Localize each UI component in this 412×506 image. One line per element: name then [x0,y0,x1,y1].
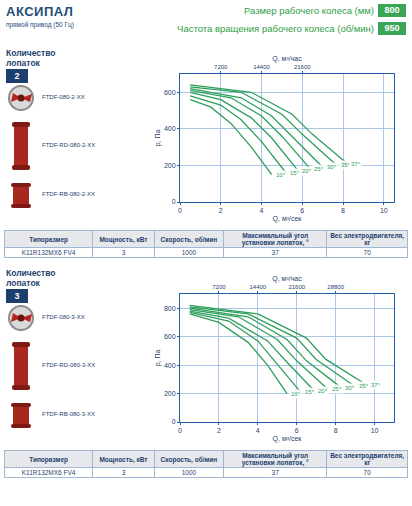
svg-text:0: 0 [172,418,176,425]
svg-text:6: 6 [295,427,299,434]
html-text:70: 70 [363,249,371,256]
html-text:Максимальный угол установки ло: Максимальный угол установки лопаток, ° [241,232,309,246]
html-text:АКСИПАЛ: АКСИПАЛ [6,4,74,19]
html-text:3: 3 [121,469,126,476]
html-text:3: 3 [14,291,20,301]
svg-text:200: 200 [164,162,176,169]
html-text:FTDF-080-3-XX: FTDF-080-3-XX [42,314,85,320]
svg-text:20°: 20° [318,388,328,394]
svg-text:20°: 20° [302,168,312,174]
html-text:FTDF-RD-080-2-XX: FTDF-RD-080-2-XX [42,142,96,148]
html-text:FTDF-RB-080-2-XX: FTDF-RB-080-2-XX [42,191,95,197]
svg-text:Q, м³/сек: Q, м³/сек [273,215,303,223]
svg-text:21600: 21600 [294,64,311,70]
html-text:Вес электродвигателя, кг: Вес электродвигателя, кг [330,452,405,466]
svg-text:600: 600 [164,333,176,340]
svg-text:37°: 37° [371,382,381,388]
svg-text:10: 10 [380,207,388,214]
svg-text:35°: 35° [341,162,351,168]
html-text:Типоразмер: Типоразмер [29,235,68,243]
svg-text:30°: 30° [345,385,355,391]
html-text:Мощность, кВт: Мощность, кВт [99,455,148,463]
html-text:Типоразмер: Типоразмер [29,455,68,463]
svg-text:15°: 15° [305,389,315,395]
html-text:FTDF-RD-080-3-XX: FTDF-RD-080-3-XX [42,362,96,368]
svg-text:28800: 28800 [327,284,344,290]
svg-text:400: 400 [164,362,176,369]
svg-text:21600: 21600 [288,284,305,290]
svg-text:0: 0 [178,427,182,434]
html-text:70: 70 [363,469,371,476]
svg-text:p, Па: p, Па [154,350,162,367]
html-text:FTDF-080-2-XX: FTDF-080-2-XX [42,94,85,100]
html-text:2: 2 [14,71,20,81]
svg-text:4: 4 [260,207,264,214]
svg-text:7200: 7200 [212,284,226,290]
svg-text:2: 2 [217,427,221,434]
html-text:37: 37 [271,469,279,476]
svg-text:Q, м³/час: Q, м³/час [272,275,302,283]
html-text:800: 800 [384,5,400,15]
html-text:Скорость, об/мин: Скорость, об/мин [160,455,218,463]
svg-text:37°: 37° [351,161,361,167]
svg-text:10°: 10° [276,172,286,178]
html-text:3: 3 [121,249,126,256]
svg-text:7200: 7200 [214,64,228,70]
svg-text:Q, м³/час: Q, м³/час [272,55,302,63]
html-text:K11R132MX6 FV4: K11R132MX6 FV4 [21,469,76,476]
html-text:FTDF-RB-080-3-XX: FTDF-RB-080-3-XX [42,411,95,417]
html-text:прямой привод (50 Гц): прямой привод (50 Гц) [6,21,74,28]
svg-text:0: 0 [178,207,182,214]
svg-text:2: 2 [219,207,223,214]
html-text:Размер рабочего колеса (мм): Размер рабочего колеса (мм) [244,5,374,16]
svg-text:30°: 30° [327,164,337,170]
svg-text:6: 6 [300,207,304,214]
svg-text:0: 0 [172,198,176,205]
svg-text:25°: 25° [314,166,324,172]
svg-text:Q, м³/сек: Q, м³/сек [273,435,303,443]
svg-text:600: 600 [164,89,176,96]
html-text:K11R132MX6 FV4: K11R132MX6 FV4 [21,249,76,256]
svg-text:400: 400 [164,125,176,132]
svg-text:800: 800 [164,305,176,312]
svg-text:p, Па: p, Па [154,130,162,147]
html-text:1000: 1000 [181,469,197,476]
svg-text:10: 10 [371,427,379,434]
svg-text:10°: 10° [291,391,301,397]
svg-text:35°: 35° [359,383,369,389]
html-text:Максимальный угол установки ло: Максимальный угол установки лопаток, ° [241,452,309,466]
svg-text:200: 200 [164,390,176,397]
html-text:950: 950 [384,23,400,33]
svg-text:25°: 25° [332,386,342,392]
html-text:Количество лопаток: Количество лопаток [6,48,56,68]
html-text:Частота вращения рабочего коле: Частота вращения рабочего колеса (об/мин… [177,23,374,34]
html-text:37: 37 [271,249,279,256]
svg-text:14400: 14400 [253,64,270,70]
html-text:Скорость, об/мин: Скорость, об/мин [160,235,218,243]
svg-text:8: 8 [341,207,345,214]
svg-text:14400: 14400 [249,284,266,290]
svg-text:8: 8 [334,427,338,434]
html-text:1000: 1000 [181,249,197,256]
svg-text:15°: 15° [290,170,300,176]
html-text:Количество лопаток: Количество лопаток [6,268,56,288]
html-text:Мощность, кВт: Мощность, кВт [99,235,148,243]
svg-text:4: 4 [256,427,260,434]
html-text:Вес электродвигателя, кг: Вес электродвигателя, кг [330,232,405,246]
